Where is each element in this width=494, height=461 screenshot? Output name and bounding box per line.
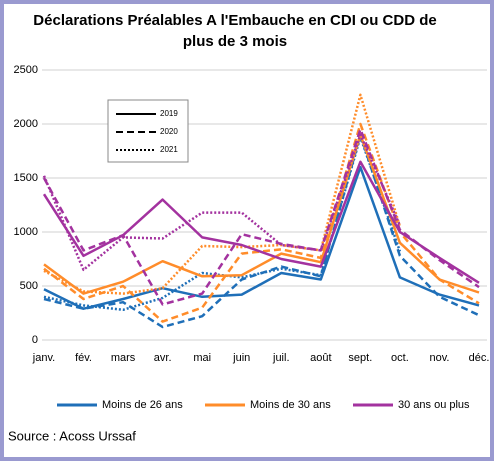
x-tick-label: sept. (348, 352, 372, 364)
chart-title: Déclarations Préalables A l'Embauche en … (33, 12, 436, 29)
legend-label: 2019 (160, 109, 178, 118)
y-tick-label: 2000 (14, 118, 38, 130)
series-line (43, 165, 480, 310)
series-line (43, 122, 480, 323)
x-tick-label: avr. (154, 352, 172, 364)
x-tick-label: déc. (469, 352, 490, 364)
legend-label: 30 ans ou plus (398, 399, 470, 411)
legend-label: 2020 (160, 127, 178, 136)
x-tick-label: fév. (75, 352, 92, 364)
chart-title: plus de 3 mois (183, 33, 287, 50)
x-tick-label: janv. (32, 352, 55, 364)
x-tick-label: mai (193, 352, 211, 364)
x-tick-label: mars (111, 352, 136, 364)
y-tick-label: 1000 (14, 226, 38, 238)
x-tick-label: juin (232, 352, 250, 364)
series-line (43, 93, 402, 295)
y-tick-label: 500 (20, 280, 38, 292)
y-tick-label: 2500 (14, 64, 38, 76)
y-tick-label: 0 (32, 334, 38, 346)
source: Source : Acoss Urssaf (8, 428, 136, 443)
legend-label: Moins de 30 ans (250, 399, 331, 411)
series-line (42, 128, 480, 306)
series-line (43, 133, 480, 295)
legend-label: Moins de 26 ans (102, 399, 183, 411)
x-tick-label: août (310, 352, 331, 364)
y-tick-label: 1500 (14, 172, 38, 184)
x-tick-label: juil. (272, 352, 290, 364)
legend-label: 2021 (160, 145, 178, 154)
x-tick-label: oct. (391, 352, 409, 364)
x-tick-label: nov. (429, 352, 449, 364)
